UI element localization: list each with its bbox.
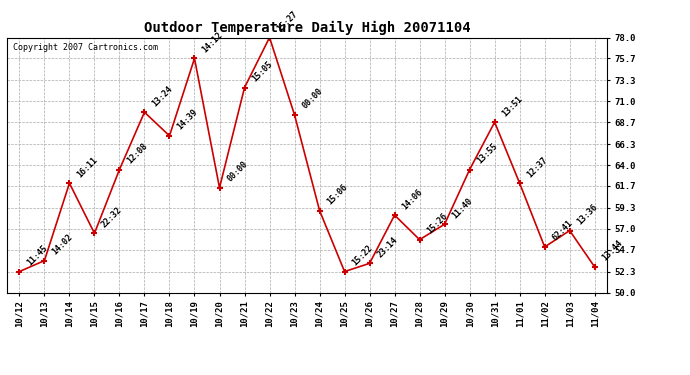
Text: 11:40: 11:40 [450,196,474,220]
Title: Outdoor Temperature Daily High 20071104: Outdoor Temperature Daily High 20071104 [144,21,471,35]
Text: 22:32: 22:32 [100,205,124,229]
Text: 14:39: 14:39 [175,108,199,132]
Text: 12:08: 12:08 [125,141,149,165]
Text: 13:36: 13:36 [575,202,600,226]
Text: 23:14: 23:14 [375,235,400,259]
Text: 13:24: 13:24 [150,84,174,108]
Text: 00:00: 00:00 [300,87,324,111]
Text: Copyright 2007 Cartronics.com: Copyright 2007 Cartronics.com [13,43,158,52]
Text: 13:51: 13:51 [500,94,524,118]
Text: 13:44: 13:44 [600,239,624,263]
Text: 11:45: 11:45 [25,243,49,267]
Text: 15:26: 15:26 [425,211,449,236]
Text: 13:55: 13:55 [475,141,500,165]
Text: 16:11: 16:11 [75,155,99,179]
Text: 62:41: 62:41 [550,219,574,243]
Text: 14:02: 14:02 [50,232,74,256]
Text: 14:06: 14:06 [400,187,424,211]
Text: 00:00: 00:00 [225,159,249,184]
Text: 14:12: 14:12 [200,30,224,54]
Text: 15:06: 15:06 [325,182,349,206]
Text: 15:22: 15:22 [350,243,374,267]
Text: 15:27: 15:27 [275,9,299,33]
Text: 12:37: 12:37 [525,155,549,179]
Text: 15:05: 15:05 [250,59,274,83]
